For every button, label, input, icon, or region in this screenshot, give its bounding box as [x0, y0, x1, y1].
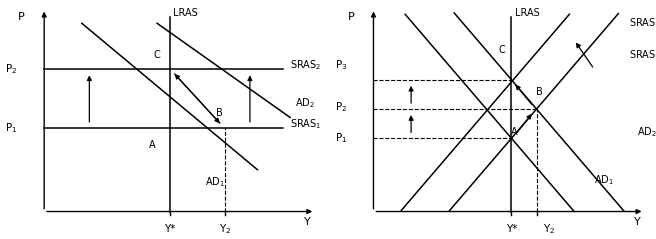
- Text: LRAS: LRAS: [515, 8, 540, 18]
- Text: P: P: [348, 12, 354, 22]
- Text: B: B: [536, 87, 543, 97]
- Text: P$_1$: P$_1$: [335, 131, 347, 145]
- Text: B: B: [216, 108, 223, 118]
- Text: AD$_1$: AD$_1$: [594, 173, 614, 187]
- Text: A: A: [149, 140, 155, 150]
- Text: AD$_2$: AD$_2$: [637, 125, 656, 139]
- Text: Y$_2$: Y$_2$: [218, 223, 231, 236]
- Text: P: P: [18, 12, 25, 22]
- Text: SRAS$_1$: SRAS$_1$: [290, 117, 321, 130]
- Text: Y: Y: [304, 217, 311, 227]
- Text: SRAS$_1$: SRAS$_1$: [629, 48, 656, 62]
- Text: Y$_2$: Y$_2$: [543, 223, 555, 236]
- Text: AD$_1$: AD$_1$: [205, 175, 225, 189]
- Text: P$_3$: P$_3$: [335, 58, 347, 72]
- Text: SRAS$_2$: SRAS$_2$: [290, 58, 321, 72]
- Text: A: A: [510, 127, 518, 137]
- Text: P$_2$: P$_2$: [335, 100, 347, 114]
- Text: Y*: Y*: [164, 224, 175, 234]
- Text: AD$_2$: AD$_2$: [295, 96, 315, 110]
- Text: P$_1$: P$_1$: [5, 121, 18, 135]
- Text: Y*: Y*: [506, 224, 517, 234]
- Text: P$_2$: P$_2$: [5, 62, 18, 76]
- Text: C: C: [498, 45, 505, 55]
- Text: C: C: [154, 50, 161, 60]
- Text: LRAS: LRAS: [173, 8, 198, 18]
- Text: SRAS $_{2}$: SRAS $_{2}$: [629, 16, 656, 30]
- Text: Y: Y: [634, 217, 640, 227]
